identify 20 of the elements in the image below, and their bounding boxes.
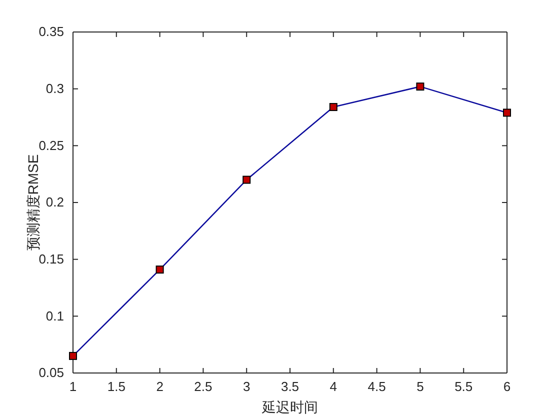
x-tick-label: 6 [503, 379, 511, 394]
x-tick-label: 1.5 [107, 379, 126, 394]
y-tick-label: 0.3 [46, 80, 64, 96]
x-tick-label: 4 [330, 379, 338, 394]
y-tick-label: 0.1 [46, 308, 64, 324]
x-tick-label: 5 [416, 379, 424, 394]
y-tick-label: 0.25 [38, 138, 64, 153]
x-tick-label: 1 [69, 379, 77, 394]
y-tick-label: 0.15 [38, 251, 64, 266]
x-tick-label: 4.5 [368, 379, 386, 394]
x-tick-label: 5.5 [454, 379, 473, 394]
x-axis-title: 延迟时间 [261, 400, 318, 416]
y-axis-title: 预测精度RMSE [25, 154, 41, 251]
y-tick-label: 0.2 [46, 194, 64, 210]
x-tick-label: 3 [242, 379, 250, 394]
x-tick-label: 2.5 [194, 379, 212, 394]
x-tick-label: 3.5 [280, 379, 300, 394]
y-tick-label: 0.05 [38, 365, 64, 380]
x-tick-label: 2 [156, 379, 164, 394]
y-tick-label: 0.35 [38, 24, 64, 40]
